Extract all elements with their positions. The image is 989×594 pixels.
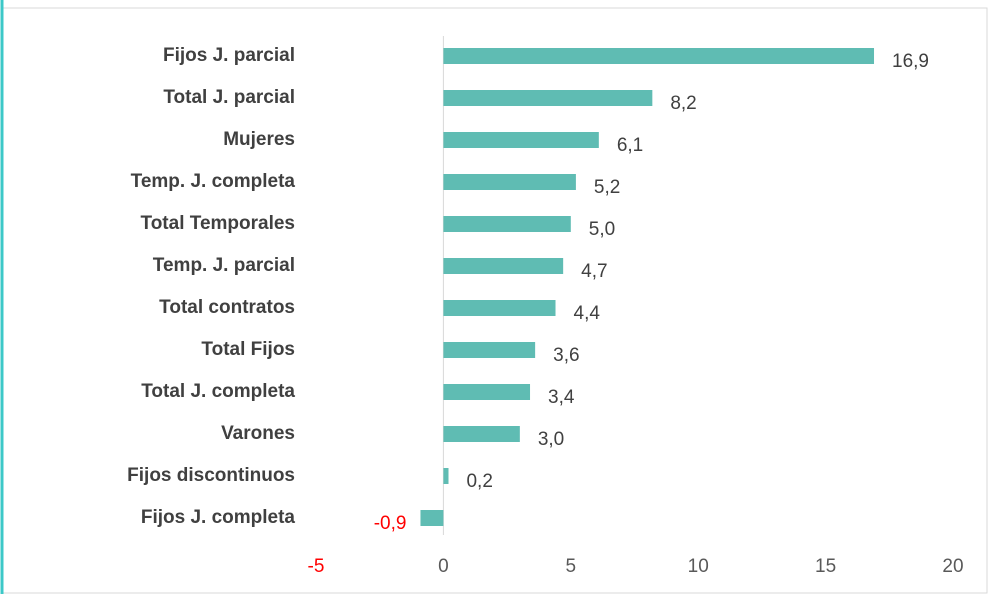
value-label: 3,6: [553, 345, 579, 366]
value-label: 8,2: [670, 93, 696, 114]
x-tick-label: 10: [688, 556, 709, 577]
x-tick-label: -5: [308, 556, 325, 577]
category-label: Total J. completa: [141, 381, 295, 402]
value-label: 4,7: [581, 261, 607, 282]
bar: [443, 468, 449, 484]
bar: [443, 48, 875, 64]
category-label: Total contratos: [159, 297, 295, 318]
bar: [443, 426, 520, 442]
category-label: Total Fijos: [201, 339, 295, 360]
bar: [443, 342, 536, 358]
value-label: 0,2: [466, 471, 492, 492]
x-tick-label: 5: [566, 556, 577, 577]
category-label: Total J. parcial: [163, 87, 295, 108]
bar: [443, 216, 571, 232]
category-label: Varones: [221, 423, 295, 444]
value-label: 4,4: [574, 303, 601, 324]
bar: [443, 132, 599, 148]
category-label: Total Temporales: [141, 213, 296, 234]
x-tick-label: 15: [815, 556, 836, 577]
category-label: Mujeres: [223, 129, 295, 150]
x-tick-label: 20: [942, 556, 963, 577]
bar: [443, 174, 576, 190]
category-label: Temp. J. parcial: [153, 255, 295, 276]
value-label: 5,0: [589, 219, 615, 240]
bar: [443, 384, 531, 400]
bar: [443, 90, 653, 106]
value-label: 5,2: [594, 177, 620, 198]
value-label: -0,9: [374, 513, 407, 534]
category-label: Fijos J. completa: [141, 507, 296, 528]
bar: [443, 300, 556, 316]
bar: [443, 258, 564, 274]
category-label: Fijos J. parcial: [163, 45, 295, 66]
value-label: 6,1: [617, 135, 643, 156]
value-label: 3,0: [538, 429, 564, 450]
category-label: Fijos discontinuos: [127, 465, 295, 486]
x-tick-label: 0: [438, 556, 449, 577]
value-label: 3,4: [548, 387, 575, 408]
bar: [420, 510, 444, 526]
value-label: 16,9: [892, 51, 929, 72]
category-label: Temp. J. completa: [131, 171, 296, 192]
